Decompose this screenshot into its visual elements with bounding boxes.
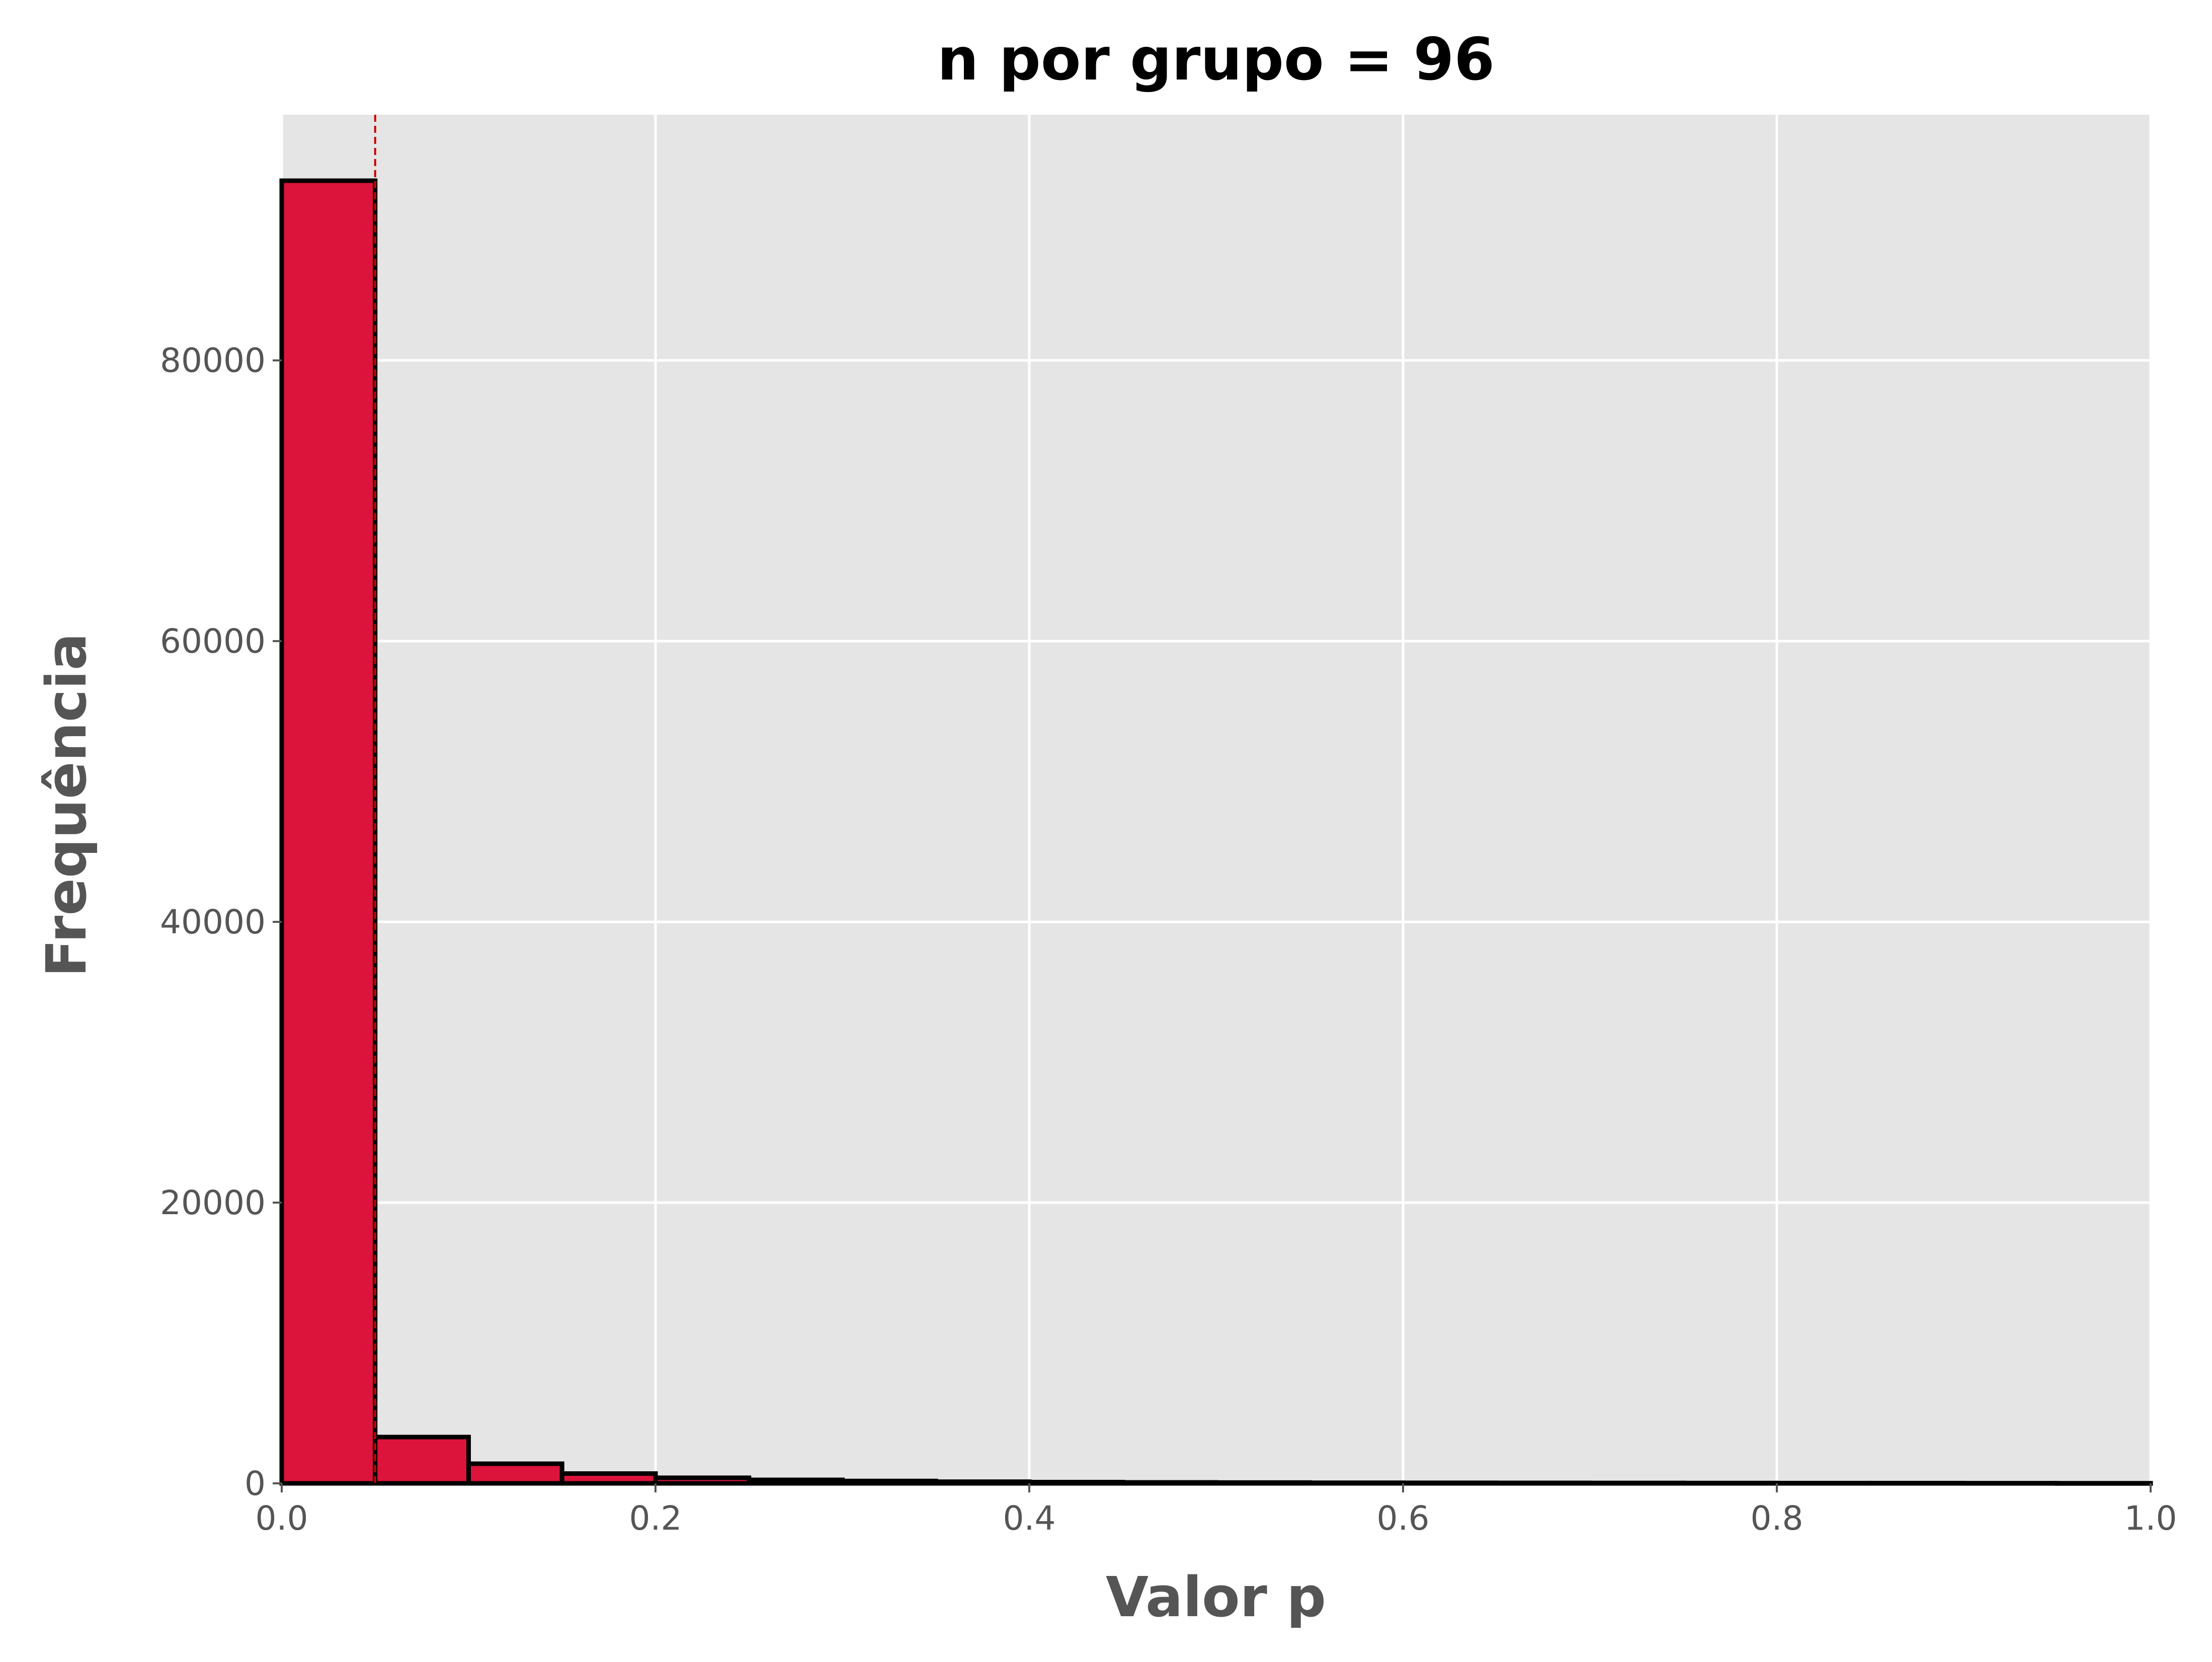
histogram-bar bbox=[559, 1471, 658, 1486]
histogram-bar bbox=[373, 1435, 471, 1486]
x-tick-label: 0.2 bbox=[629, 1499, 682, 1538]
chart-title: n por grupo = 96 bbox=[937, 26, 1495, 94]
y-tick-label: 80000 bbox=[160, 341, 266, 380]
x-tick-label: 0.8 bbox=[1751, 1499, 1804, 1538]
x-axis-label: Valor p bbox=[1106, 1565, 1326, 1629]
y-tick-label: 60000 bbox=[160, 622, 266, 661]
y-axis-label: Frequência bbox=[34, 633, 99, 977]
y-tick-label: 0 bbox=[244, 1464, 266, 1503]
x-tick-label: 0.4 bbox=[1003, 1499, 1056, 1538]
y-tick-label: 40000 bbox=[160, 903, 266, 941]
y-axis-ticks: 0 20000 40000 60000 80000 bbox=[160, 341, 282, 1503]
grid-lines bbox=[280, 115, 2152, 1485]
y-tick-label: 20000 bbox=[160, 1183, 266, 1222]
x-tick-label: 1.0 bbox=[2124, 1499, 2177, 1538]
x-axis-ticks: 0.0 0.2 0.4 0.6 0.8 1.0 bbox=[256, 1483, 2177, 1538]
plot-area bbox=[282, 115, 2151, 1483]
x-tick-label: 0.0 bbox=[256, 1499, 308, 1538]
histogram-bar bbox=[653, 1475, 752, 1486]
x-tick-label: 0.6 bbox=[1377, 1499, 1430, 1538]
histogram-bar bbox=[466, 1461, 564, 1486]
histogram-bar bbox=[279, 178, 378, 1486]
